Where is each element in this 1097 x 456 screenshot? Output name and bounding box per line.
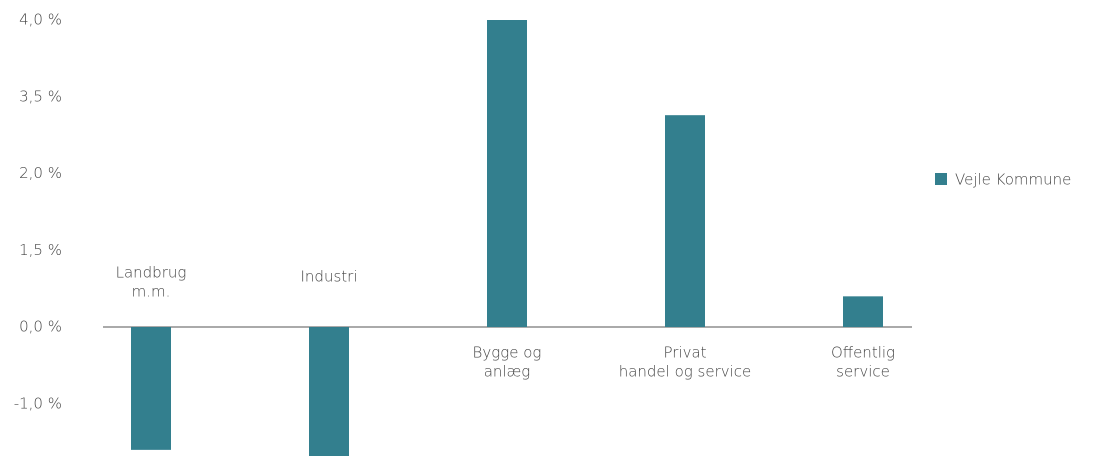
bar (131, 327, 171, 450)
bar (309, 327, 349, 456)
y-tick-label: -1,0 % (14, 394, 62, 412)
x-tick-label: Offentlig (831, 344, 895, 362)
bar (665, 115, 705, 328)
legend-label: Vejle Kommune (955, 171, 1071, 189)
bar (487, 20, 527, 328)
x-tick-label: anlæg (484, 363, 531, 381)
x-tick-label: handel og service (619, 363, 752, 381)
y-tick-label: 2,0 % (19, 164, 62, 182)
bar (843, 296, 883, 328)
y-tick-label: 3,5 % (19, 87, 62, 105)
x-tick-label: service (836, 363, 890, 381)
x-tick-label: Bygge og (473, 344, 542, 362)
y-tick-label: 0,0 % (19, 318, 62, 336)
x-tick-label: m.m. (132, 283, 171, 301)
x-tick-label: Landbrug (116, 264, 187, 282)
legend-swatch (935, 173, 947, 185)
x-tick-label: Industri (301, 268, 358, 286)
y-tick-label: 4,0 % (19, 11, 62, 29)
x-tick-label: Privat (663, 344, 706, 362)
y-tick-label: 1,5 % (19, 241, 62, 259)
